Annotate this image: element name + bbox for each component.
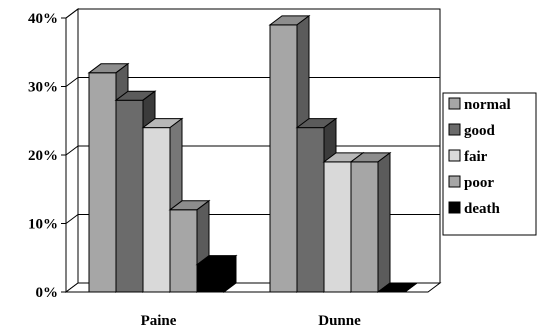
bar-poor-dunne bbox=[349, 151, 392, 293]
legend-swatch bbox=[448, 175, 461, 188]
legend-label: normal bbox=[464, 97, 511, 113]
bar-front bbox=[296, 127, 325, 293]
bar-front bbox=[350, 161, 379, 293]
bar-side bbox=[223, 254, 237, 293]
bar-front bbox=[115, 99, 144, 293]
bar-death-paine bbox=[195, 254, 238, 293]
legend-swatch bbox=[448, 149, 461, 162]
legend-label: poor bbox=[464, 175, 494, 191]
category-labels: Paine Dunne bbox=[141, 313, 362, 329]
y-tick-label: 20% bbox=[28, 148, 58, 164]
gridline-side bbox=[65, 8, 79, 19]
gridline-side bbox=[65, 214, 79, 224]
legend: normal good fair poor death bbox=[442, 92, 537, 236]
legend-swatch bbox=[448, 123, 461, 136]
y-tick-label: 40% bbox=[28, 11, 58, 27]
bar-side bbox=[377, 151, 391, 293]
legend-label: death bbox=[464, 201, 500, 217]
gridline-side bbox=[65, 77, 79, 87]
bar-death-dunne bbox=[376, 282, 419, 293]
bar-front bbox=[196, 264, 225, 293]
bars bbox=[87, 14, 419, 293]
legend-swatch bbox=[448, 201, 461, 214]
y-tick-label: 0% bbox=[36, 285, 59, 301]
category-label: Paine bbox=[141, 313, 177, 329]
y-tick-labels: 0% 10% 20% 30% 40% bbox=[28, 11, 58, 301]
legend-swatch bbox=[448, 97, 461, 110]
bar-front bbox=[269, 24, 298, 293]
bar-side bbox=[404, 282, 418, 293]
y-tick-label: 30% bbox=[28, 80, 58, 96]
bar-front bbox=[142, 127, 171, 293]
y-axis bbox=[61, 17, 67, 293]
legend-label: good bbox=[464, 123, 496, 139]
bar-front bbox=[323, 161, 352, 293]
gridline-side bbox=[65, 145, 79, 156]
y-tick-label: 10% bbox=[28, 217, 58, 233]
bar-front bbox=[169, 209, 198, 293]
category-label: Dunne bbox=[318, 313, 361, 329]
legend-label: fair bbox=[464, 149, 488, 165]
bar-front bbox=[88, 72, 117, 293]
